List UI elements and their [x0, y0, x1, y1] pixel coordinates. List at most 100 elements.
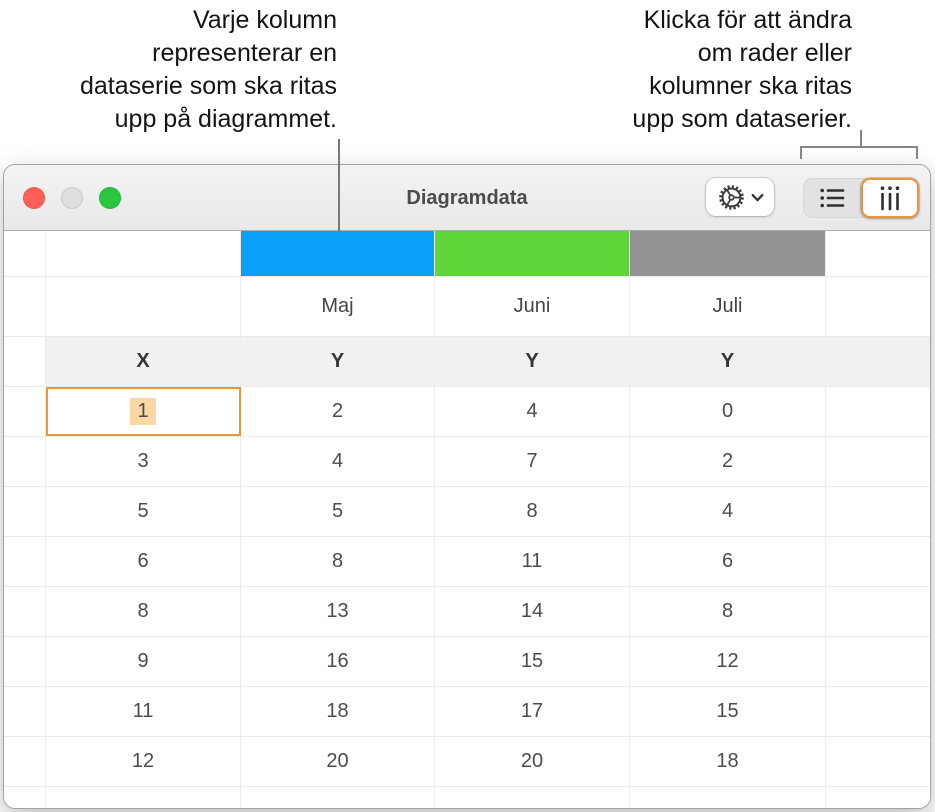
cell-value: 6: [721, 550, 734, 572]
data-cell[interactable]: 11: [46, 687, 241, 736]
table-row: 6 8 11 6: [4, 537, 930, 587]
gutter-cell: [826, 277, 930, 336]
callout-left-line-3: dataserie som ska ritas: [79, 72, 337, 100]
cell-value: 17: [520, 700, 544, 722]
series-color-bar-green: [435, 231, 630, 276]
table-row: [4, 231, 930, 277]
data-cell[interactable]: 16: [241, 637, 435, 686]
cell-value: 2: [331, 400, 344, 422]
traffic-light-close-button[interactable]: [23, 187, 45, 209]
gutter-cell: [826, 587, 930, 636]
data-cell[interactable]: 15: [435, 637, 630, 686]
empty-cell: [46, 277, 241, 336]
data-cell[interactable]: 9: [46, 637, 241, 686]
callout-left: Varje kolumn representerar en dataserie …: [0, 4, 337, 136]
data-cell[interactable]: 15: [630, 687, 826, 736]
month-header-cell[interactable]: Juli: [630, 277, 826, 336]
callout-right-line-4: upp som dataserier.: [632, 105, 852, 133]
gutter-cell: [4, 687, 46, 736]
data-cell[interactable]: 0: [630, 387, 826, 436]
gutter-cell: [826, 231, 930, 276]
axis-header-cell[interactable]: Y: [241, 337, 435, 386]
callout-right-line-2: om rader eller: [697, 39, 852, 67]
gutter-cell: [826, 337, 930, 386]
plot-rows-as-series-button[interactable]: [803, 178, 861, 218]
cell-value: Y: [720, 350, 735, 372]
cell-value: 5: [331, 500, 344, 522]
data-cell[interactable]: 6: [46, 537, 241, 586]
cell-value: 5: [137, 500, 149, 522]
cell-value: 8: [721, 600, 734, 622]
data-cell[interactable]: 4: [241, 437, 435, 486]
data-cell[interactable]: 12: [46, 737, 241, 786]
selected-cell[interactable]: 1: [46, 387, 241, 436]
plot-series-toggle: [803, 178, 919, 218]
table-row: [4, 787, 930, 808]
gutter-cell: [4, 437, 46, 486]
data-cell[interactable]: 6: [630, 537, 826, 586]
data-cell[interactable]: 8: [241, 537, 435, 586]
data-cell[interactable]: 8: [435, 487, 630, 536]
gear-icon: [718, 184, 744, 210]
data-cell[interactable]: 2: [241, 387, 435, 436]
cell-value: 7: [526, 450, 538, 472]
series-color-bar-gray: [630, 231, 826, 276]
data-cell[interactable]: 12: [630, 637, 826, 686]
data-cell[interactable]: 2: [630, 437, 826, 486]
cell-value: Maj: [321, 295, 354, 317]
chart-data-table: Maj Juni Juli X Y Y Y 1 2 4 0 3 4 7 2 5 5 8 4 6 8 11 6 8 13 14 8 9 1…: [4, 231, 930, 808]
data-cell[interactable]: 18: [630, 737, 826, 786]
chart-data-window: Diagramdata: [3, 164, 931, 809]
columns-icon: [880, 185, 900, 210]
gutter-cell: [826, 487, 930, 536]
table-row: 5 5 8 4: [4, 487, 930, 537]
data-cell[interactable]: 7: [435, 437, 630, 486]
cell-value: 1: [130, 398, 156, 425]
cell-value: Y: [330, 350, 345, 372]
data-cell[interactable]: 20: [435, 737, 630, 786]
cell-value: 6: [137, 550, 149, 572]
cell-value: 11: [132, 700, 154, 722]
table-row: 1 2 4 0: [4, 387, 930, 437]
axis-header-cell[interactable]: Y: [435, 337, 630, 386]
data-cell[interactable]: 8: [46, 587, 241, 636]
gutter-cell: [826, 687, 930, 736]
data-cell[interactable]: 4: [630, 487, 826, 536]
gutter-cell: [4, 337, 46, 386]
gutter-cell: [826, 637, 930, 686]
axis-header-cell[interactable]: X: [46, 337, 241, 386]
axis-header-cell[interactable]: Y: [630, 337, 826, 386]
data-cell[interactable]: 20: [241, 737, 435, 786]
data-cell[interactable]: 4: [435, 387, 630, 436]
window-title: Diagramdata: [406, 186, 528, 209]
data-cell[interactable]: 17: [435, 687, 630, 736]
data-cell[interactable]: 8: [630, 587, 826, 636]
data-cell[interactable]: 14: [435, 587, 630, 636]
month-header-cell[interactable]: Juni: [435, 277, 630, 336]
gutter-cell: [826, 537, 930, 586]
callout-left-line-2: representerar en: [152, 39, 337, 67]
month-header-cell[interactable]: Maj: [241, 277, 435, 336]
plot-columns-as-series-button[interactable]: [861, 178, 919, 218]
cell-value: 8: [331, 550, 344, 572]
data-cell[interactable]: 18: [241, 687, 435, 736]
data-cell[interactable]: 3: [46, 437, 241, 486]
traffic-light-zoom-button[interactable]: [99, 187, 121, 209]
gutter-cell: [826, 787, 930, 808]
data-cell[interactable]: 5: [46, 487, 241, 536]
data-cell[interactable]: 5: [241, 487, 435, 536]
empty-cell: [435, 787, 630, 808]
cell-value: 12: [716, 650, 739, 672]
data-cell[interactable]: 11: [435, 537, 630, 586]
empty-cell: [630, 787, 826, 808]
gutter-cell: [4, 787, 46, 808]
titlebar[interactable]: Diagramdata: [4, 165, 930, 231]
empty-cell: [46, 787, 241, 808]
cell-value: 9: [137, 650, 149, 672]
traffic-light-minimize-button[interactable]: [61, 187, 83, 209]
data-cell[interactable]: 13: [241, 587, 435, 636]
callout-right-line-1: Klicka för att ändra: [643, 6, 852, 34]
cell-value: 18: [326, 700, 349, 722]
chart-options-menu-button[interactable]: [706, 178, 774, 216]
